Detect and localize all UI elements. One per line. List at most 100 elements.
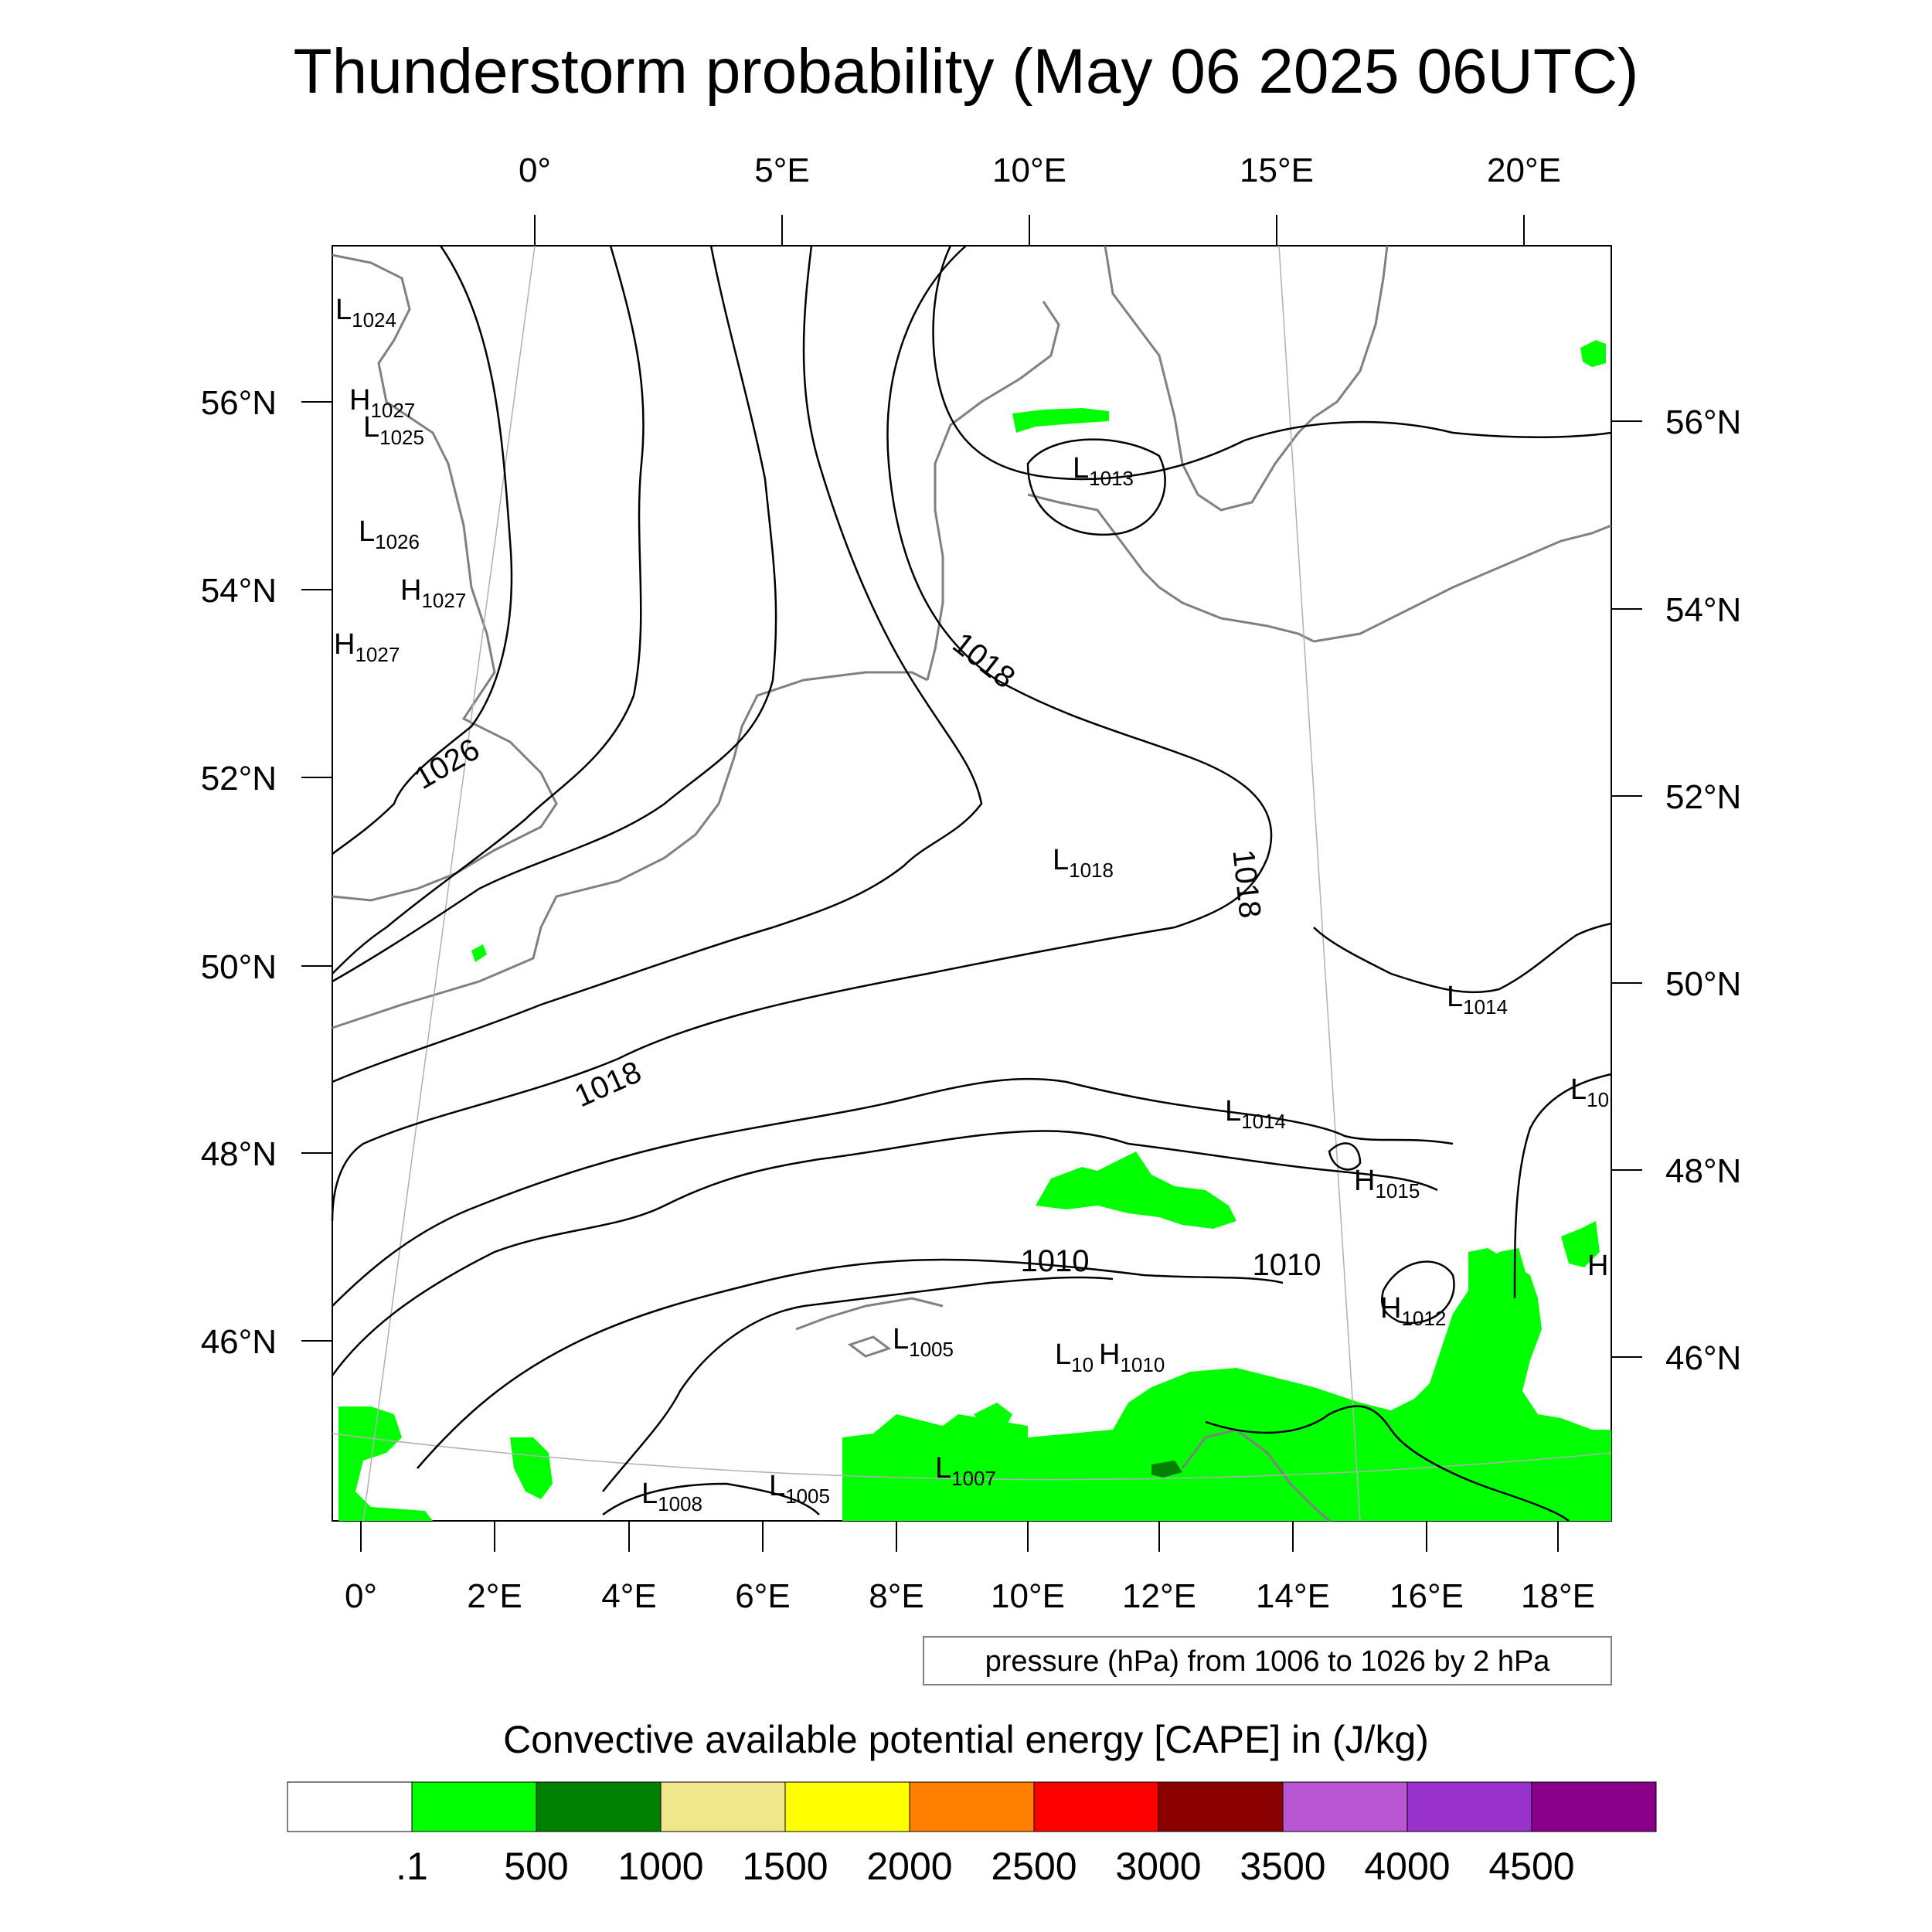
colorbar-label: 4000: [1364, 1845, 1450, 1888]
coastline-denmark-islands: [1027, 493, 1315, 643]
cape-darkgreen-layer: [1151, 1461, 1182, 1478]
right-axis-label: 52°N: [1665, 778, 1741, 816]
isobar-1016-south: [332, 1077, 1454, 1307]
cape-fill-layer: [338, 340, 1611, 1521]
pressure-center: H1027: [349, 384, 415, 422]
pressure-center: L1005: [769, 1470, 830, 1508]
coastline-baltic-south: [1313, 524, 1612, 643]
colorbar-swatch: [1282, 1781, 1408, 1832]
right-axis-label: 56°N: [1665, 403, 1741, 441]
contour-info-box: pressure (hPa) from 1006 to 1026 by 2 hP…: [923, 1636, 1612, 1685]
isobar-ring-1012: [1380, 1260, 1455, 1325]
bottom-axis-label: 10°E: [991, 1577, 1065, 1615]
top-axis-labels: 0° 5°E 10°E 15°E 20°E: [519, 151, 1561, 189]
right-axis-label: 48°N: [1665, 1152, 1741, 1190]
colorbar-label: 2500: [991, 1845, 1077, 1888]
contour-label: 1018: [1226, 848, 1267, 920]
pressure-center: L1014: [1225, 1095, 1286, 1133]
isobar-1016: [932, 245, 1612, 481]
colorbar-swatch: [287, 1781, 413, 1832]
colorbar-swatch: [660, 1781, 786, 1832]
left-axis-label: 46°N: [201, 1323, 277, 1361]
left-axis-label: 50°N: [201, 948, 277, 986]
bottom-axis-label: 16°E: [1389, 1577, 1464, 1615]
pressure-center: L1018: [1053, 844, 1114, 882]
pressure-center: H1027: [400, 574, 466, 612]
coastline-great-britain: [332, 253, 558, 902]
isobar-1014-south: [331, 1130, 1438, 1376]
pressure-center: H: [1587, 1250, 1608, 1282]
colorbar-swatch: [411, 1781, 537, 1832]
isobar-1020: [332, 245, 983, 1083]
coastline-sweden: [1104, 245, 1389, 512]
coastline-layer: [332, 245, 1612, 1522]
left-axis-labels: 56°N 54°N 52°N 50°N 48°N 46°N: [201, 384, 277, 1361]
colorbar-swatch: [784, 1781, 910, 1832]
isobar-1012-se: [1205, 1405, 1570, 1522]
pressure-center: L1013: [1073, 452, 1134, 490]
top-axis-label: 0°: [519, 151, 551, 189]
right-axis-label: 50°N: [1665, 965, 1741, 1003]
isobar-1010: [602, 1276, 1114, 1492]
map-title: Thunderstorm probability (May 06 2025 06…: [294, 36, 1639, 107]
pressure-center: L1024: [335, 294, 396, 332]
cape-area-baltic: [1580, 340, 1606, 367]
left-axis-label: 52°N: [201, 760, 277, 798]
isobar-1022: [332, 245, 777, 983]
map-panel: 1026 1018 1018 1018 1010 1010 L1024 H102…: [201, 151, 1742, 1615]
isobar-1014: [1313, 922, 1612, 994]
bottom-axis-label: 18°E: [1521, 1577, 1595, 1615]
pressure-center: L1026: [359, 515, 420, 553]
colorbar-swatch: [1531, 1781, 1657, 1832]
top-axis-label: 10°E: [992, 151, 1066, 189]
cape-area-alps-north: [1036, 1151, 1236, 1229]
isobar-ring-1013: [1026, 438, 1166, 536]
pressure-center: L10: [1570, 1073, 1609, 1111]
cape-area-alps-east: [974, 1403, 1012, 1430]
colorbar-label: 1500: [742, 1845, 828, 1888]
colorbar-swatch: [909, 1781, 1035, 1832]
pressure-center: L1025: [363, 411, 424, 449]
bottom-axis-label: 6°E: [735, 1577, 790, 1615]
colorbar-labels: .1 500 1000 1500 2000 2500 3000 3500 4000 4500: [396, 1845, 1574, 1888]
bottom-axis-label: 12°E: [1122, 1577, 1196, 1615]
isobar-1026: [332, 245, 513, 855]
colorbar-label: .1: [396, 1845, 428, 1888]
isobar-1024: [332, 245, 645, 975]
left-axis-label: 48°N: [201, 1135, 277, 1173]
pressure-centers: L1024 H1027 L1025 L1026 H1027 H1027 L101…: [334, 294, 1609, 1515]
bottom-axis-labels: 0° 2°E 4°E 6°E 8°E 10°E 12°E 14°E 16°E 1…: [345, 1577, 1595, 1615]
coastline-ligurian: [795, 1297, 944, 1331]
colorbar-title: Convective available potential energy [C…: [503, 1718, 1429, 1761]
pressure-center: L1014: [1447, 981, 1508, 1019]
cape-area-southwest-1: [338, 1406, 433, 1521]
coastline-denmark: [926, 301, 1060, 681]
axis-ticks: [301, 215, 1642, 1552]
colorbar-swatch: [1406, 1781, 1532, 1832]
isobar-ring-1015: [1328, 1142, 1362, 1171]
colorbar-swatch: [536, 1781, 662, 1832]
pressure-center: H1027: [334, 628, 400, 666]
pressure-center: H1015: [1354, 1165, 1420, 1202]
right-axis-labels: 56°N 54°N 52°N 50°N 48°N 46°N: [1665, 403, 1741, 1377]
contour-info-text: pressure (hPa) from 1006 to 1026 by 2 hP…: [985, 1645, 1551, 1678]
coastline-france-benelux: [332, 671, 928, 1029]
isobar-1018: [331, 245, 1273, 1222]
bottom-axis-label: 4°E: [601, 1577, 656, 1615]
contour-info-frame: [923, 1636, 1612, 1685]
isobar-1012: [417, 1258, 1284, 1469]
left-axis-label: 54°N: [201, 572, 277, 610]
pressure-center: H1010: [1099, 1338, 1165, 1376]
graticule-layer: [332, 245, 1612, 1522]
isobar-1008: [602, 1482, 820, 1516]
top-axis-label: 5°E: [754, 151, 809, 189]
top-axis-label: 15°E: [1240, 151, 1314, 189]
bottom-axis-label: 0°: [345, 1577, 377, 1615]
colorbar-label: 4500: [1488, 1845, 1574, 1888]
map-frame: [332, 245, 1612, 1522]
bottom-axis-label: 8°E: [869, 1577, 923, 1615]
contour-label: 1010: [1253, 1248, 1321, 1282]
cape-area-denmark-north: [1012, 408, 1109, 433]
cape-area-channel: [471, 944, 487, 962]
